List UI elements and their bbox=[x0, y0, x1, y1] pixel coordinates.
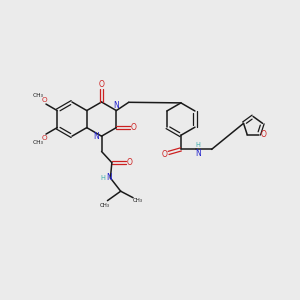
Text: N: N bbox=[93, 132, 99, 141]
Text: N: N bbox=[195, 149, 201, 158]
Text: H: H bbox=[100, 175, 106, 181]
Text: O: O bbox=[161, 150, 167, 159]
Text: CH₃: CH₃ bbox=[132, 198, 142, 203]
Text: CH₃: CH₃ bbox=[100, 202, 110, 208]
Text: O: O bbox=[99, 80, 104, 89]
Text: N: N bbox=[113, 101, 119, 110]
Text: CH₃: CH₃ bbox=[32, 93, 43, 98]
Text: CH₃: CH₃ bbox=[32, 140, 43, 145]
Text: O: O bbox=[127, 158, 133, 167]
Text: H: H bbox=[195, 142, 200, 148]
Text: O: O bbox=[42, 135, 47, 141]
Text: N: N bbox=[106, 173, 112, 182]
Text: O: O bbox=[261, 130, 267, 139]
Text: O: O bbox=[42, 97, 47, 103]
Text: O: O bbox=[130, 123, 136, 132]
